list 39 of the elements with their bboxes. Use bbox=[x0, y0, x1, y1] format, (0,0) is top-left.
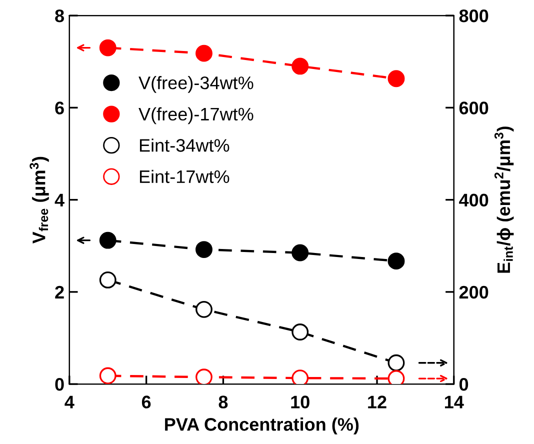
point bbox=[196, 300, 212, 318]
x-tick-label: 10 bbox=[291, 396, 310, 408]
point bbox=[292, 244, 309, 262]
point bbox=[99, 367, 116, 384]
point bbox=[196, 44, 212, 62]
y2-axis-title: E$_{int}$/ϕ (emu$^{2}$/μm$^{3}$) bbox=[494, 126, 514, 273]
y2-tick-label: 800 bbox=[459, 9, 488, 22]
point bbox=[196, 368, 212, 384]
point bbox=[388, 370, 405, 384]
x-tick-label: 8 bbox=[218, 396, 228, 408]
point bbox=[292, 324, 309, 340]
legend-label: Eint-34wt% bbox=[140, 138, 230, 152]
point bbox=[388, 354, 405, 372]
point bbox=[292, 58, 309, 75]
x-axis-title: PVA Concentration (%) bbox=[165, 418, 359, 434]
y2-tick-label: 200 bbox=[459, 286, 488, 299]
x-tick-label: 6 bbox=[142, 396, 151, 408]
legend-label: Eint-17wt% bbox=[140, 170, 230, 184]
point bbox=[99, 39, 116, 56]
point bbox=[388, 70, 405, 88]
y-tick-label: 6 bbox=[55, 102, 64, 114]
x-tick-label: 4 bbox=[64, 396, 74, 408]
y2-tick-label: 600 bbox=[459, 102, 488, 114]
point bbox=[99, 232, 116, 249]
point bbox=[99, 271, 116, 288]
legend-label: V(free)-17wt% bbox=[138, 107, 254, 124]
point bbox=[196, 241, 212, 258]
legend-label: V(free)-34wt% bbox=[138, 76, 254, 93]
x-tick-label: 12 bbox=[368, 396, 386, 408]
y2-tick-label: 0 bbox=[459, 378, 468, 391]
y-tick-label: 0 bbox=[55, 378, 64, 391]
y-tick-label: 4 bbox=[54, 194, 64, 206]
point bbox=[292, 370, 309, 384]
y2-tick-label: 400 bbox=[459, 194, 488, 207]
y-tick-label: 2 bbox=[55, 286, 64, 298]
y-axis-title: V$_{free}$ (μm$^{3}$) bbox=[30, 156, 49, 244]
point bbox=[388, 252, 405, 270]
x-tick-label: 14 bbox=[444, 396, 464, 408]
y-tick-label: 8 bbox=[55, 9, 64, 22]
